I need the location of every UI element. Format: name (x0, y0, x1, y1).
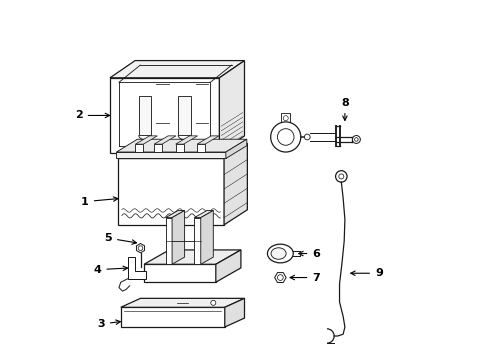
Text: 8: 8 (340, 98, 348, 120)
Bar (178, 96, 190, 135)
Polygon shape (165, 211, 184, 218)
Bar (175, 144, 183, 152)
Polygon shape (197, 136, 219, 144)
Bar (116, 152, 225, 158)
Polygon shape (136, 243, 144, 253)
Circle shape (210, 300, 215, 305)
Bar (144, 264, 215, 282)
Polygon shape (224, 298, 244, 327)
Circle shape (277, 129, 293, 145)
Polygon shape (154, 136, 176, 144)
Bar (118, 158, 224, 225)
Circle shape (335, 171, 346, 182)
Bar (110, 78, 219, 153)
Polygon shape (281, 113, 290, 123)
Circle shape (277, 275, 283, 280)
Bar (197, 144, 204, 152)
Polygon shape (121, 298, 244, 307)
Polygon shape (194, 211, 213, 218)
Circle shape (338, 174, 343, 179)
Polygon shape (175, 136, 197, 144)
Polygon shape (135, 136, 157, 144)
Bar (154, 144, 162, 152)
Circle shape (354, 138, 357, 141)
Circle shape (352, 135, 360, 143)
Circle shape (304, 134, 309, 140)
Polygon shape (201, 211, 213, 264)
Text: 5: 5 (104, 233, 136, 244)
Polygon shape (128, 257, 145, 279)
Polygon shape (172, 211, 184, 264)
Polygon shape (118, 143, 247, 158)
Polygon shape (225, 139, 246, 158)
Polygon shape (110, 60, 244, 78)
Bar (121, 307, 224, 327)
Text: 6: 6 (298, 248, 320, 258)
Polygon shape (116, 139, 246, 152)
Circle shape (283, 116, 287, 121)
Circle shape (138, 246, 142, 251)
Text: 9: 9 (350, 268, 382, 278)
Polygon shape (224, 143, 247, 225)
Circle shape (270, 122, 300, 152)
Ellipse shape (270, 248, 285, 259)
Text: 1: 1 (81, 197, 118, 207)
Polygon shape (144, 250, 241, 264)
Text: 3: 3 (97, 319, 120, 329)
Bar (194, 218, 201, 264)
Polygon shape (274, 273, 285, 283)
Bar (165, 218, 172, 264)
Polygon shape (219, 60, 244, 153)
Ellipse shape (267, 244, 293, 263)
Text: 7: 7 (289, 273, 320, 283)
Bar (139, 96, 151, 135)
Text: 2: 2 (75, 111, 109, 121)
Bar (135, 144, 143, 152)
Polygon shape (215, 250, 241, 282)
Text: 4: 4 (93, 265, 127, 275)
